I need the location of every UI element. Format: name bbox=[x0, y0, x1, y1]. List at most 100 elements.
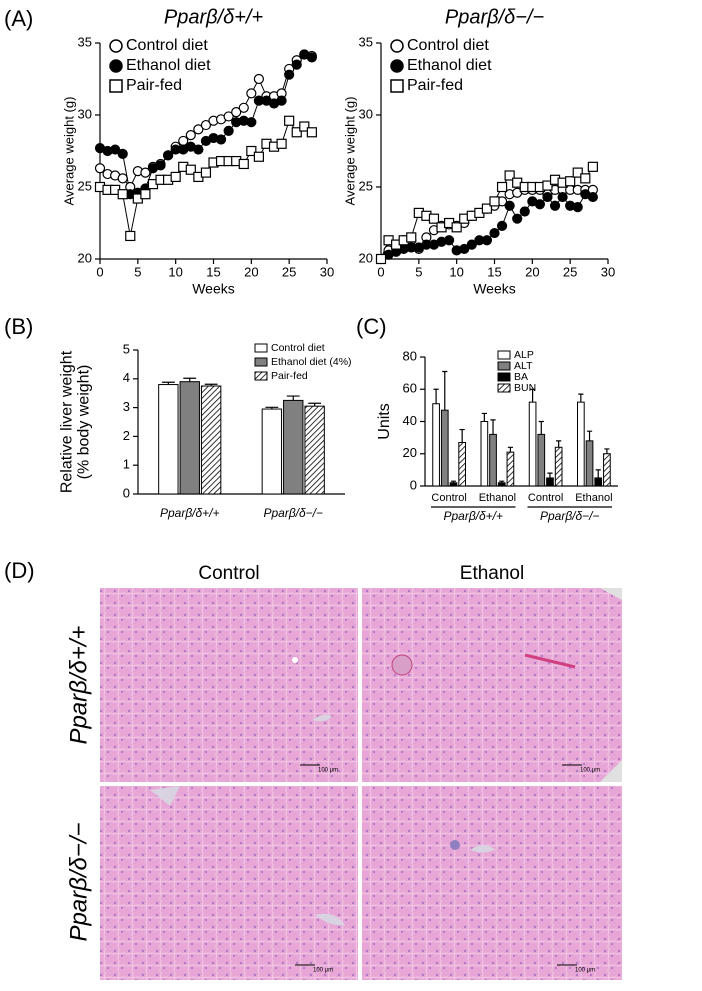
legend-marker bbox=[390, 59, 404, 73]
bar bbox=[283, 399, 304, 495]
y-tick-label: 4 bbox=[123, 370, 130, 385]
micrograph: 100 μm bbox=[100, 588, 358, 782]
marker bbox=[587, 161, 598, 172]
error-bar bbox=[499, 480, 505, 483]
y-axis-label: (% body weight) bbox=[76, 365, 93, 480]
legend-marker bbox=[109, 59, 123, 73]
x-tick-label: Control bbox=[431, 492, 466, 504]
error-bar bbox=[265, 406, 279, 410]
marker bbox=[489, 227, 500, 239]
scale-bar-label: 100 μm bbox=[575, 968, 595, 974]
error-bar bbox=[604, 448, 610, 454]
marker bbox=[306, 127, 317, 138]
x-tick-label: 5 bbox=[415, 264, 422, 279]
error-bar bbox=[450, 480, 457, 483]
group-label: Pparβ/δ+/+ bbox=[443, 509, 503, 523]
histology-grid: Control Ethanol Pparβ/δ+/+ Pparβ/δ−/− 10… bbox=[65, 563, 622, 980]
bar bbox=[480, 421, 489, 487]
marker bbox=[110, 144, 121, 155]
group-label: Pparβ/δ−/− bbox=[540, 509, 600, 523]
y-tick-label: 80 bbox=[403, 348, 417, 363]
bar bbox=[594, 477, 603, 487]
scale-bar-label: 100 μm bbox=[318, 768, 338, 774]
row-label: Pparβ/δ−/− bbox=[65, 822, 92, 941]
legend-label: ALP bbox=[514, 349, 534, 361]
marker bbox=[489, 196, 500, 207]
legend-label: ALT bbox=[514, 360, 533, 372]
error-bar bbox=[161, 381, 175, 385]
x-tick-label: 20 bbox=[525, 264, 539, 279]
chart-title: Pparβ/δ−/− bbox=[445, 6, 544, 28]
legend-marker bbox=[109, 39, 123, 53]
marker bbox=[565, 176, 576, 187]
y-tick-label: 0 bbox=[123, 485, 130, 500]
y-tick-label: 25 bbox=[359, 178, 373, 193]
y-axis-label: Relative liver weight bbox=[59, 350, 76, 493]
legend-label: Ethanol diet bbox=[407, 57, 492, 74]
bar bbox=[506, 451, 515, 487]
y-tick-label: 0 bbox=[410, 477, 417, 492]
marker bbox=[200, 167, 212, 178]
x-tick-label: 15 bbox=[206, 264, 220, 279]
legend-marker bbox=[109, 79, 123, 93]
legend-label: Ethanol diet bbox=[126, 57, 211, 74]
bar bbox=[497, 482, 506, 487]
marker bbox=[542, 191, 553, 203]
legend-swatch bbox=[254, 357, 268, 367]
row-label: Pparβ/δ+/+ bbox=[65, 625, 92, 744]
bar bbox=[489, 433, 497, 487]
y-tick-label: 35 bbox=[78, 34, 92, 49]
column-header: Ethanol bbox=[460, 563, 524, 584]
panel-label: (C) bbox=[356, 314, 387, 339]
legend-label: Control diet bbox=[271, 342, 325, 354]
bar bbox=[304, 405, 325, 495]
marker bbox=[459, 243, 470, 255]
marker bbox=[246, 145, 257, 157]
legend-swatch bbox=[254, 371, 268, 381]
y-axis-label: Units bbox=[376, 403, 393, 439]
marker bbox=[193, 144, 204, 155]
x-tick-label: Control bbox=[528, 492, 563, 504]
marker bbox=[428, 213, 440, 224]
marker bbox=[451, 222, 462, 233]
bar bbox=[528, 401, 537, 487]
error-bar bbox=[204, 383, 218, 386]
marker bbox=[117, 189, 128, 200]
marker bbox=[276, 95, 287, 106]
marker bbox=[178, 135, 189, 147]
marker bbox=[587, 191, 598, 203]
x-tick-label: 10 bbox=[168, 264, 182, 279]
marker bbox=[512, 213, 523, 224]
x-tick-label: 25 bbox=[282, 264, 296, 279]
marker bbox=[496, 181, 508, 193]
error-bar bbox=[481, 412, 487, 422]
marker bbox=[504, 200, 515, 211]
bar bbox=[449, 482, 458, 487]
scale-bar-label: 100 μm bbox=[580, 768, 600, 774]
micrograph: 100 μm bbox=[100, 786, 358, 980]
marker bbox=[542, 180, 553, 191]
scale-bar-label: 100 μm bbox=[313, 968, 333, 974]
marker bbox=[504, 170, 515, 181]
column-header: Control bbox=[198, 563, 259, 584]
error-bar bbox=[490, 419, 496, 435]
marker bbox=[246, 117, 257, 128]
legend-label: Ethanol diet (4%) bbox=[271, 356, 352, 368]
legend-label: BUN bbox=[514, 382, 536, 394]
error-bar bbox=[578, 393, 584, 403]
panel-label: (D) bbox=[4, 558, 35, 583]
bar bbox=[537, 433, 546, 487]
bar bbox=[179, 381, 200, 495]
legend-swatch bbox=[497, 372, 511, 382]
legend-label: Pair-fed bbox=[126, 77, 182, 94]
bar bbox=[577, 401, 585, 487]
marker bbox=[481, 235, 493, 246]
marker bbox=[306, 52, 317, 63]
marker bbox=[299, 121, 310, 132]
error-bar bbox=[529, 388, 536, 403]
error-bar bbox=[442, 370, 448, 411]
y-tick-label: 20 bbox=[403, 445, 417, 460]
y-tick-label: 20 bbox=[359, 250, 373, 265]
marker bbox=[140, 167, 151, 178]
marker bbox=[253, 151, 264, 162]
